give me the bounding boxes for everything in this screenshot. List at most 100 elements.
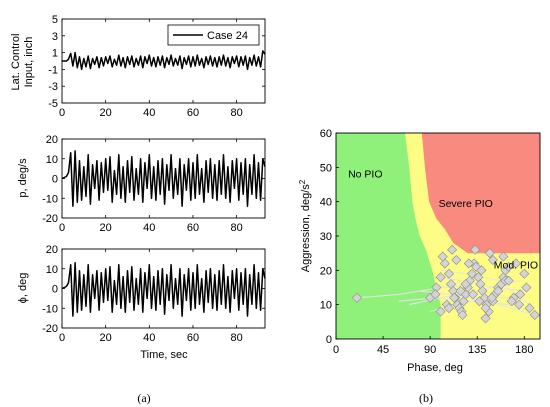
bank-angle-xtick-label: 80 <box>230 332 242 344</box>
pio-x-ticks: 0 45 90 135 180 <box>333 336 533 356</box>
data-point <box>435 306 446 317</box>
pio-ytick-label: 30 <box>320 231 332 243</box>
roll-rate-ytick-label: 0 <box>52 174 58 186</box>
lat-control-ytick-label: -5 <box>48 98 58 110</box>
roll-rate-ytick-label: 10 <box>46 154 58 166</box>
data-point <box>515 289 526 300</box>
data-point <box>514 299 525 310</box>
data-point <box>487 255 498 266</box>
pio-xtick-label: 135 <box>468 344 486 356</box>
data-point <box>476 265 487 276</box>
bank-angle-series-line-0 <box>61 262 266 317</box>
pio-ytick-label: 10 <box>320 300 332 312</box>
data-point <box>480 313 491 324</box>
lat-control-ytick-label: 3 <box>52 31 58 43</box>
data-point <box>486 292 497 303</box>
aggression-ylabel: Aggression, deg/s2 <box>298 179 312 272</box>
lat-control-ytick-label: -3 <box>48 81 58 93</box>
phase-xlabel: Phase, deg <box>407 362 463 374</box>
data-point <box>447 244 458 255</box>
lat-control-xtick-label: 80 <box>230 107 242 119</box>
data-point <box>460 279 471 290</box>
data-point <box>455 285 466 296</box>
data-point <box>471 261 482 272</box>
data-point <box>437 251 448 262</box>
roll-rate-plot-area <box>61 138 266 219</box>
lat-control-ytick-label: 5 <box>52 14 58 26</box>
pio-ytick-label: 40 <box>320 197 332 209</box>
lat-control-series-line-0 <box>62 50 266 71</box>
bank-angle-ytick-label: 10 <box>46 264 58 276</box>
roll-rate-xtick-label: 60 <box>187 222 199 234</box>
data-point <box>449 292 460 303</box>
data-point <box>474 296 485 307</box>
bank-angle-ytick-label: 20 <box>46 244 58 256</box>
data-point <box>510 258 521 269</box>
legend: Case 24 <box>167 24 260 46</box>
roll-rate-xtick-label: 80 <box>230 222 242 234</box>
roll-rate-x-ticks: 0 20 40 60 80 <box>59 139 243 234</box>
bank-angle-ylabel: ϕ, deg <box>17 273 29 304</box>
region-label-severe-pio: Severe PIO <box>439 198 493 210</box>
pio-ytick-label: 50 <box>320 162 332 174</box>
lat-control-xtick-label: 0 <box>59 107 65 119</box>
lat-control-ylabel-line1: Lat. Control <box>10 34 22 91</box>
data-point <box>503 275 514 286</box>
data-point <box>484 248 495 259</box>
pio-xtick-label: 0 <box>333 344 339 356</box>
pio-xtick-label: 90 <box>424 344 436 356</box>
aggression-ylabel-exponent: 2 <box>298 179 307 184</box>
roll-rate-ytick-label: -20 <box>42 213 58 225</box>
lat-control-frame <box>61 18 266 104</box>
bank-angle-xtick-label: 60 <box>187 332 199 344</box>
lat-control-ytick-label: 1 <box>52 48 58 60</box>
pio-ytick-label: 60 <box>320 128 332 140</box>
lat-control-x-ticks: 0 20 40 60 80 <box>59 19 243 119</box>
bank-angle-y-ticks: 20 10 0 -10 -20 <box>42 244 265 335</box>
lat-control-ylabel-line2: Input, inch <box>23 37 35 88</box>
data-point <box>519 268 530 279</box>
data-point <box>480 303 491 314</box>
bank-angle-xtick-label: 40 <box>143 332 155 344</box>
roll-rate-ytick-label: -10 <box>42 193 58 205</box>
bank-angle-ytick-label: -10 <box>42 303 58 315</box>
roll-rate-ytick-label: 20 <box>46 134 58 146</box>
bank-angle-plot-area <box>61 248 266 329</box>
bank-angle-ytick-label: 0 <box>52 284 58 296</box>
data-points <box>351 244 540 324</box>
legend-box <box>167 24 260 46</box>
roll-rate-xtick-label: 20 <box>100 222 112 234</box>
roll-rate-axes: 20 10 0 -10 -20 0 20 40 60 80 p, deg/s <box>17 134 266 234</box>
caption-a: (a) <box>137 391 150 405</box>
roll-rate-series-line-0 <box>61 150 266 207</box>
data-point <box>351 292 362 303</box>
data-point <box>506 296 517 307</box>
bank-angle-x-ticks: 0 20 40 60 80 <box>59 249 243 344</box>
region-labels: No PIO Mod. PIO Severe PIO <box>348 169 538 272</box>
data-point <box>468 289 479 300</box>
roll-rate-y-ticks: 20 10 0 -10 -20 <box>42 134 265 225</box>
caption-b: (b) <box>419 391 433 405</box>
bank-angle-xtick-label: 20 <box>100 332 112 344</box>
region-label-mod-pio: Mod. PIO <box>494 260 538 272</box>
time-xlabel: Time, sec <box>140 349 188 361</box>
data-point <box>470 244 481 255</box>
bank-angle-ytick-label: -20 <box>42 323 58 335</box>
roll-rate-xtick-label: 0 <box>59 222 65 234</box>
pio-xtick-label: 180 <box>515 344 533 356</box>
pio-ytick-label: 0 <box>326 334 332 346</box>
data-point <box>503 261 514 272</box>
data-point <box>443 303 455 314</box>
region-label-no-pio: No PIO <box>348 169 382 181</box>
data-point <box>464 275 475 286</box>
data-point <box>451 255 462 266</box>
lat-control-xtick-label: 60 <box>187 107 199 119</box>
lat-control-axes: 5 3 1 -1 -3 -5 0 20 40 60 80 Lat. Control Input, … <box>10 14 266 119</box>
aggression-ylabel-text: Aggression, deg/s <box>300 184 312 273</box>
bank-angle-axes: 20 10 0 -10 -20 0 20 40 60 80 ϕ, deg Time, sec <box>17 244 266 361</box>
region-severe-pio <box>421 133 540 254</box>
lat-control-ytick-label: -1 <box>48 64 58 76</box>
data-point <box>430 289 441 300</box>
pio-xtick-label: 45 <box>377 344 389 356</box>
